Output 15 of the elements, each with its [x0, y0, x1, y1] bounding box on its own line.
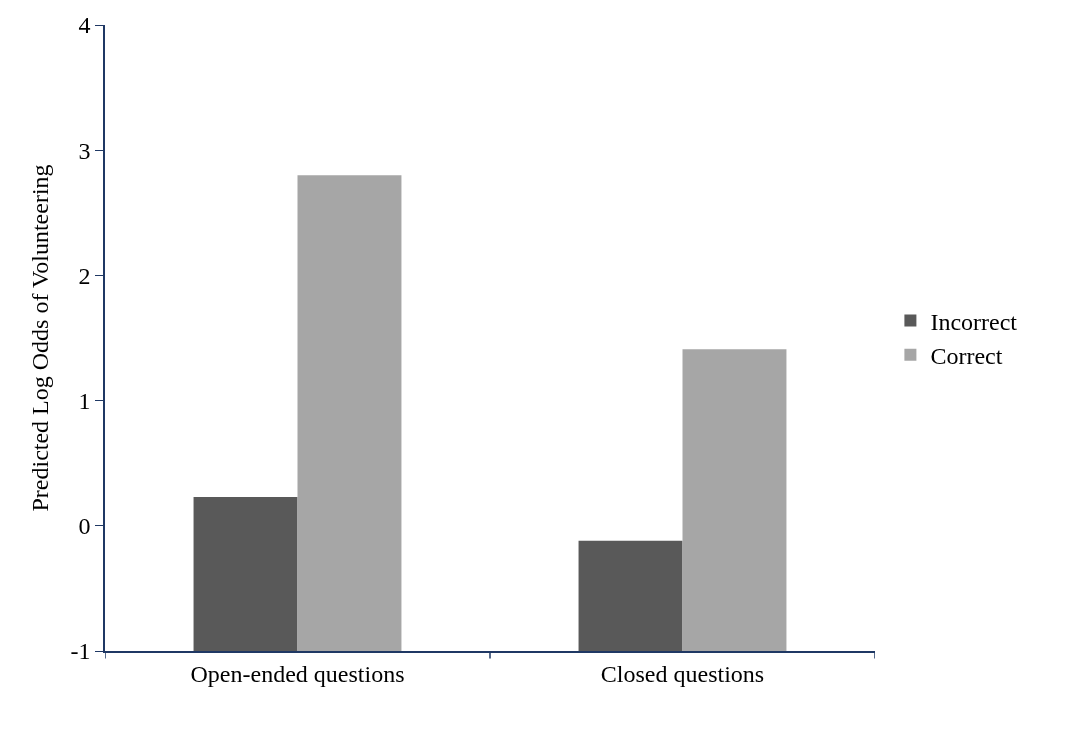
bar: [193, 497, 298, 651]
y-tick-label: 4: [78, 12, 91, 39]
y-tick-label: 3: [78, 137, 91, 164]
x-tick-label: Open-ended questions: [190, 660, 405, 687]
bar: [682, 349, 787, 651]
y-tick-label: 2: [78, 262, 91, 289]
y-tick-label: 1: [78, 388, 91, 414]
legend-label: Correct: [930, 343, 1003, 370]
y-axis-title: Predicted Log Odds of Volunteering: [27, 164, 54, 512]
x-tick-label: Closed questions: [600, 660, 765, 687]
legend-label: Incorrect: [930, 308, 1018, 335]
bar: [578, 540, 683, 651]
y-tick-label: -1: [70, 638, 91, 665]
y-tick-label: 0: [78, 513, 91, 540]
bar: [297, 175, 402, 651]
